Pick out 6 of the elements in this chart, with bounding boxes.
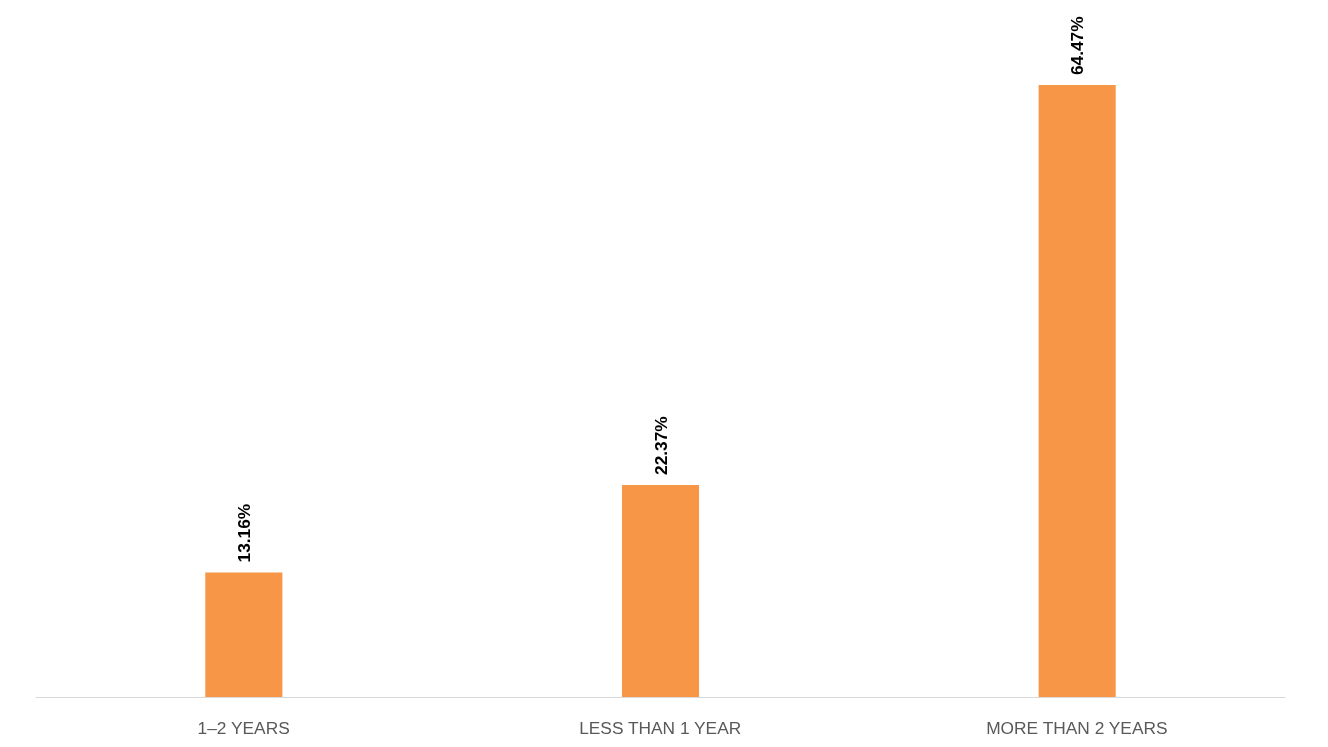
data-label: 64.47% [1067, 16, 1088, 76]
data-label: 13.16% [233, 503, 254, 563]
x-tick-label: LESS THAN 1 YEAR [579, 717, 742, 738]
data-label: 22.37% [650, 416, 671, 476]
x-tick-label: MORE THAN 2 YEARS [986, 717, 1168, 738]
x-tick-label: 1–2 YEARS [197, 717, 290, 738]
